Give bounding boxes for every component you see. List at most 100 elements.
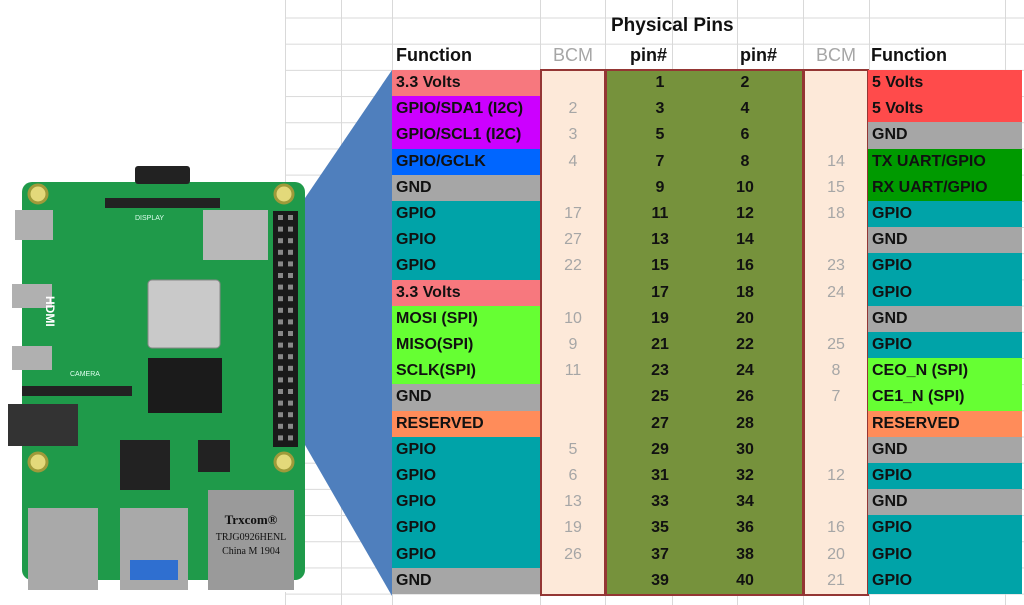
header-pin [288,273,293,278]
bcm-right: 24 [827,283,845,301]
header-bcm-left: BCM [553,45,593,65]
header-pin [288,354,293,360]
bcm-right: 14 [827,152,845,170]
header-pin [278,238,283,244]
bcm-left: 9 [568,336,578,353]
bcm-left: 6 [568,467,578,484]
header-pin [288,412,293,418]
function-right: CE1_N (SPI) [868,384,1022,411]
bcm-right: 16 [827,519,845,537]
function-left: GPIO [392,463,540,490]
gpio-header [273,211,298,447]
function-right: GPIO [868,515,1022,542]
pin-even: 36 [736,519,754,537]
usb2-port [28,508,98,590]
header-pin [288,400,293,406]
header-pin-right: pin# [740,45,778,65]
bcm-left: 4 [568,152,578,170]
function-right: RESERVED [868,410,1022,437]
header-pin [278,249,283,255]
display-label: DISPLAY [135,215,164,222]
header-pin [278,342,283,348]
pin-odd: 5 [655,126,665,144]
function-left: GPIO [392,201,540,228]
pin-even: 10 [736,178,754,196]
header-pin [278,331,283,336]
bcm-left [540,175,606,201]
header-pin [288,215,293,220]
pin-even: 28 [736,414,754,432]
bcm-right [803,306,869,332]
bcm-right [803,96,869,122]
bcm-left: 11 [564,362,582,380]
header-pin [288,307,293,313]
pin-odd: 29 [651,440,669,458]
bcm-right: 25 [827,336,845,353]
wifi-shield [203,210,268,260]
pin-even: 4 [740,100,750,118]
function-left: SCLK(SPI) [392,358,540,385]
header-connector-callout [305,70,392,596]
function-left: GPIO [392,436,540,463]
pin-odd: 39 [651,571,669,589]
header-pin [288,389,293,394]
header-pin [278,284,283,290]
header-function-right: Function [871,45,947,65]
bcm-left: 13 [564,493,582,511]
bcm-right [803,70,869,96]
header-pin [288,365,293,371]
header-pin [288,435,293,441]
function-right: CEO_N (SPI) [868,358,1022,385]
bcm-right: 20 [827,545,845,563]
pin-even: 12 [736,205,754,222]
function-right: GPIO [868,541,1022,568]
bcm-right: 18 [827,205,845,222]
header-pin [278,296,283,302]
header-pin [278,377,283,383]
function-left: GPIO/GCLK [392,148,540,175]
function-left: MOSI (SPI) [392,305,540,332]
pin-even: 20 [736,309,754,327]
function-right: GND [868,489,1022,516]
mounting-holes [27,183,295,473]
bcm-right: 12 [827,467,845,484]
bcm-right: 8 [831,362,841,380]
hdmi-label: HDMI [43,296,57,327]
table-title: Physical Pins [611,15,734,36]
header-pin [278,435,283,441]
function-left: RESERVED [392,410,540,437]
pin-even: 26 [736,388,754,406]
pin-even: 16 [736,257,754,275]
function-left: MISO(SPI) [392,332,540,359]
function-left: GPIO/SDA1 (I2C) [392,96,540,123]
function-left: 3.3 Volts [392,70,540,97]
header-pin [278,412,283,418]
ethernet-part: TRJG0926HENL [216,532,287,543]
bcm-right: 21 [827,571,845,589]
pin-even: 32 [736,467,754,484]
header-pin [288,319,293,325]
header-pin [288,331,293,336]
bcm-left [540,384,606,410]
function-left: GPIO [392,541,540,568]
bcm-right [803,489,869,515]
pin-odd: 21 [651,336,669,353]
bcm-right: 15 [827,178,845,196]
function-left: GND [392,567,540,594]
header-pin [288,261,293,267]
pin-even: 2 [740,74,750,91]
pin-even: 24 [736,362,754,380]
function-left: GND [392,174,540,201]
bcm-left: 19 [564,519,582,537]
pin-odd: 25 [651,388,669,406]
header-pin [288,249,293,255]
header-pin [288,226,293,232]
header-pin [278,319,283,325]
pin-even: 6 [740,126,750,144]
header-pin [288,238,293,244]
function-left: 3.3 Volts [392,279,540,306]
bcm-left: 26 [564,545,582,563]
bcm-right [803,227,869,253]
pin-odd: 7 [655,152,665,170]
pin-odd: 31 [651,467,669,484]
